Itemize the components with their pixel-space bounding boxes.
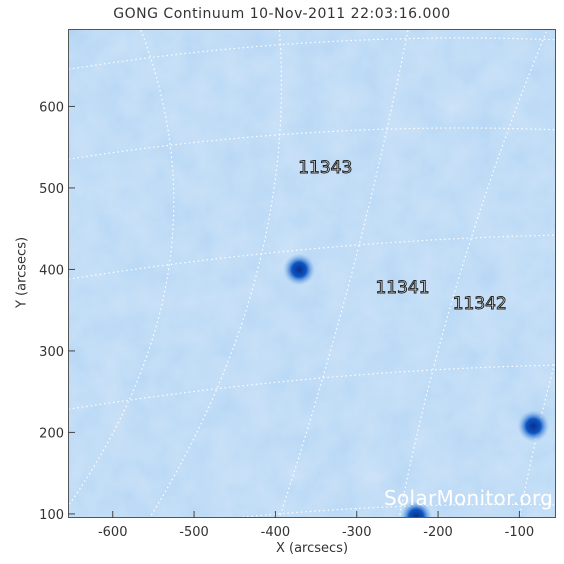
sunspot bbox=[517, 410, 550, 443]
x-axis-label: X (arcsecs) bbox=[275, 541, 349, 556]
active-region-number: 11341 bbox=[375, 278, 430, 299]
grid-line bbox=[518, 359, 555, 517]
solarmonitor-watermark: SolarMonitor.org bbox=[384, 486, 554, 510]
y-axis-label: Y (arcsecs) bbox=[14, 236, 30, 309]
x-tick-label: -500 bbox=[179, 525, 209, 540]
x-tick-label: -600 bbox=[98, 525, 128, 540]
solar-disk-image bbox=[69, 30, 555, 517]
sunspot bbox=[400, 500, 433, 517]
x-tick-label: -400 bbox=[261, 525, 291, 540]
grid-line bbox=[149, 30, 283, 517]
y-tick-label: 600 bbox=[39, 100, 64, 115]
grid-line bbox=[279, 30, 409, 517]
grid-line bbox=[69, 30, 175, 506]
corner-shading bbox=[69, 30, 109, 70]
solar-image-panel bbox=[68, 29, 556, 518]
y-tick-label: 200 bbox=[39, 426, 64, 441]
x-tick-label: -100 bbox=[505, 525, 535, 540]
active-region-number: 11343 bbox=[298, 157, 353, 178]
y-tick-label: 400 bbox=[39, 263, 64, 278]
y-tick-label: 100 bbox=[39, 508, 64, 523]
x-tick-label: -300 bbox=[342, 525, 372, 540]
active-region-number: 11342 bbox=[452, 293, 507, 314]
heliographic-grid bbox=[69, 30, 555, 517]
y-tick-label: 500 bbox=[39, 182, 64, 197]
y-tick-label: 300 bbox=[39, 345, 64, 360]
grid-line bbox=[398, 30, 548, 517]
image-title: GONG Continuum 10-Nov-2011 22:03:16.000 bbox=[113, 6, 451, 22]
sunspots bbox=[283, 253, 550, 517]
x-tick-label: -200 bbox=[423, 525, 453, 540]
sunspot bbox=[283, 253, 316, 286]
